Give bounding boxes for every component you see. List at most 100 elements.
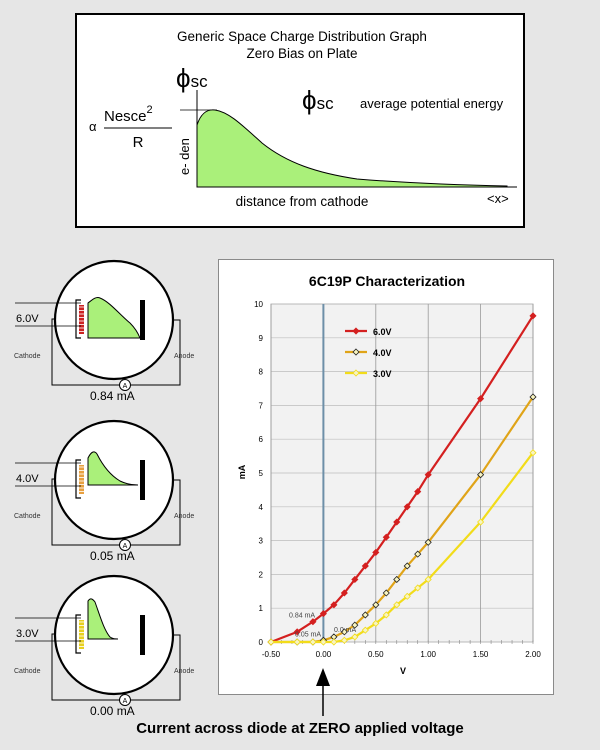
diode-circuit: A 3.0V Cathode Anode 0.00 mA (14, 574, 194, 718)
phi-legend-subscript: sc (317, 94, 335, 113)
y-tick-label: 10 (254, 300, 263, 309)
data-point-marker (529, 393, 537, 401)
characterization-chart: 6C19P Characterization V mA -0.50 0.00 0.5… (237, 273, 541, 676)
anode-label: Anode (174, 668, 194, 675)
data-point-marker (382, 589, 390, 597)
y-tick-label: 1 (259, 604, 264, 613)
data-point-marker (382, 611, 390, 619)
data-point-marker (403, 503, 411, 511)
data-point-marker (393, 575, 401, 584)
filament-voltage-label: 3.0V (16, 628, 39, 640)
data-point-marker (293, 638, 301, 646)
top-graph-title-line1: Generic Space Charge Distribution Graph (177, 29, 427, 44)
top-graph-ylabel: e- den (177, 138, 192, 175)
data-point-marker (361, 611, 369, 619)
top-graph-xlabel: distance from cathode (236, 194, 369, 209)
series-line-6.0V (270, 315, 534, 644)
space-charge-cloud (87, 598, 119, 640)
alpha-symbol: α (89, 119, 97, 134)
phi-legend-text: average potential energy (360, 96, 504, 111)
data-point-marker (267, 638, 275, 646)
data-point-marker (372, 601, 380, 609)
annotation-label: 0.84 mA (289, 613, 315, 620)
data-point-marker (372, 548, 380, 556)
legend-label: 4.0V (373, 348, 392, 358)
data-point-marker (361, 562, 369, 570)
phi-subscript: sc (191, 72, 209, 91)
data-point-marker (340, 589, 348, 597)
phi-symbol: ϕ (176, 63, 191, 93)
data-point-marker (477, 518, 485, 526)
cathode-label: Cathode (14, 513, 41, 520)
legend-swatch-marker (352, 348, 360, 356)
x-tick-label: 0.50 (368, 650, 384, 659)
cathode-bracket (75, 299, 81, 339)
y-tick-label: 4 (259, 503, 264, 512)
anode-plate (140, 460, 145, 500)
ammeter-label: A (123, 383, 128, 390)
fraction-numerator-text: Nesce (104, 108, 147, 125)
space-charge-density-curve (196, 109, 508, 188)
cathode-label: Cathode (14, 668, 41, 675)
y-tick-label: 9 (259, 334, 264, 343)
chart-annotations: 0.84 mA 0.05 mA 0.0 mA (289, 613, 357, 639)
anode-plate (140, 615, 145, 655)
legend-label: 6.0V (373, 327, 392, 337)
data-point-marker (340, 636, 348, 644)
y-tick-label: 8 (259, 368, 264, 377)
data-point-marker (414, 488, 422, 496)
cathode-bracket (75, 614, 81, 654)
legend-label: 3.0V (373, 369, 392, 379)
x-tick-label: -0.50 (262, 650, 281, 659)
fraction-exponent: 2 (147, 104, 153, 116)
diode-circuit: A 6.0V Cathode Anode 0.84 mA (14, 259, 194, 403)
x-tick-label: 0.00 (316, 650, 332, 659)
phi-sc-symbol: ϕsc (176, 63, 208, 93)
y-tick-label: 5 (259, 469, 264, 478)
ammeter-label: A (123, 698, 128, 705)
top-graph-title-line2: Zero Bias on Plate (246, 46, 357, 61)
space-charge-cloud (87, 451, 139, 486)
data-point-marker (372, 619, 380, 627)
y-tick-label: 6 (259, 435, 264, 444)
space-charge-graph-panel: Generic Space Charge Distribution Graph … (75, 13, 525, 228)
filament-icon (79, 620, 84, 649)
phi-legend-symbol: ϕ (302, 85, 317, 115)
space-charge-cloud (87, 297, 141, 339)
annotation-label: 0.05 mA (295, 631, 321, 638)
data-point-marker (293, 628, 301, 636)
annotation-label: 0.0 mA (334, 627, 357, 634)
characterization-chart-panel: 6C19P Characterization V mA -0.50 0.00 0.5… (218, 259, 554, 695)
fraction-denominator: R (133, 134, 144, 151)
anode-plate (140, 300, 145, 340)
ammeter-icon (119, 539, 131, 551)
filament-voltage-label: 6.0V (16, 313, 39, 325)
circuit-wire-right (131, 479, 181, 546)
data-point-marker (393, 518, 401, 526)
cathode-label: Cathode (14, 353, 41, 360)
data-point-marker (477, 395, 485, 403)
chart-legend: 6.0V 4.0V 3.0V (345, 327, 392, 379)
data-point-marker (351, 633, 359, 641)
data-point-marker (424, 471, 432, 479)
chart-xlabel: V (400, 666, 406, 676)
y-tick-label: 7 (259, 401, 264, 410)
diode-current-label: 0.05 mA (90, 549, 135, 563)
data-point-marker (351, 575, 359, 584)
data-point-marker (414, 550, 422, 558)
data-point-marker (477, 471, 485, 479)
series-line-3.0V (271, 452, 534, 644)
chart-ticks: -0.50 0.00 0.50 1.00 1.50 2.00 0 1 2 3 4 5 6 7 8 9 10 (254, 300, 541, 659)
y-tick-label: 2 (259, 570, 264, 579)
data-point-marker (330, 601, 338, 609)
ammeter-icon (119, 379, 131, 391)
data-point-marker (330, 638, 338, 646)
data-point-marker (529, 449, 537, 457)
data-point-marker (403, 592, 411, 600)
x-marker-label: <x> (487, 191, 509, 206)
data-point-marker (319, 610, 327, 618)
data-point-marker (361, 626, 369, 634)
data-point-marker (424, 575, 432, 584)
data-point-marker (382, 533, 390, 541)
